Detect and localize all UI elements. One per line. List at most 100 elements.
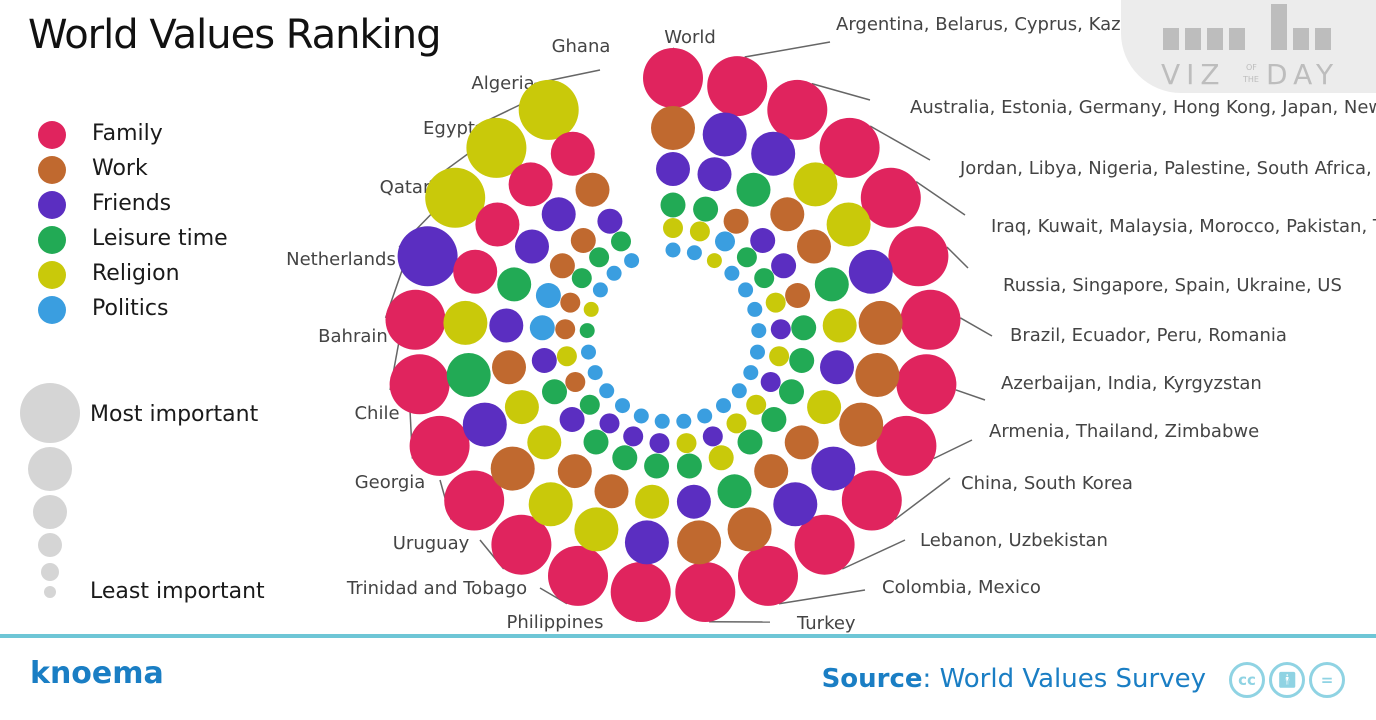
rank-bubble [633, 408, 649, 424]
spoke-group: Georgia [355, 383, 615, 531]
rank-bubble [724, 265, 740, 281]
leader-line [960, 317, 993, 337]
rank-bubble [736, 247, 757, 268]
rank-bubble [579, 323, 595, 339]
rank-bubble [693, 196, 719, 222]
rank-bubble [723, 208, 749, 234]
country-group-label: Egypt [423, 118, 475, 139]
country-group-label: Jordan, Libya, Nigeria, Palestine, South… [959, 158, 1376, 179]
rank-bubble [518, 79, 579, 140]
spoke-group: Netherlands [286, 249, 595, 350]
spoke-group: Russia, Singapore, Spain, Ukraine, US [747, 226, 1342, 317]
spoke-group: Turkey [675, 413, 856, 634]
leader-line [869, 125, 931, 161]
rank-bubble [389, 354, 450, 415]
no-derivatives-icon[interactable]: = [1309, 662, 1345, 698]
rank-bubble [565, 372, 586, 392]
rank-bubble [826, 202, 871, 247]
rank-bubble [535, 283, 561, 308]
rank-bubble [689, 221, 710, 242]
spoke-group: Colombia, Mexico [697, 408, 1041, 606]
rank-bubble [676, 484, 711, 519]
legend-swatch [38, 226, 66, 254]
rank-bubble [446, 353, 491, 397]
rank-bubble [754, 268, 775, 289]
country-group-label: Georgia [355, 472, 426, 493]
legend-label: Leisure time [92, 226, 228, 251]
rank-bubble [707, 56, 768, 117]
rank-bubble [675, 562, 736, 622]
rank-bubble [784, 425, 819, 460]
rank-bubble [811, 446, 856, 491]
viz-of-the-day-watermark: VIZ OF THE DAY [1121, 0, 1376, 93]
rank-bubble [599, 383, 615, 399]
country-group-label: Lebanon, Uzbekistan [920, 530, 1108, 551]
rank-bubble [779, 379, 804, 405]
rank-bubble [761, 407, 787, 432]
country-group-label: World [664, 27, 716, 48]
rank-bubble [644, 453, 670, 479]
spoke-group: Bahrain [318, 326, 596, 415]
rank-bubble [656, 152, 690, 186]
spoke-group: Qatar [380, 177, 599, 317]
rank-bubble [651, 106, 695, 150]
spoke-group: Uruguay [393, 398, 630, 575]
rank-bubble [490, 446, 535, 491]
rank-bubble [550, 131, 595, 176]
rank-bubble [654, 413, 670, 429]
rank-bubble [611, 231, 631, 252]
leader-line [841, 539, 906, 570]
size-label-most: Most important [90, 402, 259, 427]
country-group-label: Philippines [507, 612, 604, 633]
attribution-icon[interactable]: 🚹︎ [1269, 662, 1305, 698]
rank-bubble [453, 249, 498, 294]
legend-swatch [38, 191, 66, 219]
rank-bubble [746, 394, 767, 415]
rank-bubble [708, 445, 734, 471]
rank-bubble [660, 192, 686, 218]
country-group-label: Brazil, Ecuador, Peru, Romania [1010, 325, 1287, 346]
rank-bubble [702, 112, 747, 157]
size-dot-4 [38, 533, 62, 557]
spoke-group: China, South Korea [731, 383, 1133, 531]
rank-bubble [531, 348, 557, 373]
leader-line [744, 41, 831, 58]
rank-bubble [785, 283, 811, 308]
creative-commons-icon[interactable]: cc [1229, 662, 1265, 698]
size-dot-5 [41, 563, 59, 581]
rank-bubble [793, 162, 838, 207]
rank-bubble [888, 226, 949, 287]
rank-bubble [443, 300, 488, 345]
rank-bubble [751, 131, 796, 176]
rank-bubble [610, 562, 671, 622]
size-dot-2 [28, 447, 72, 491]
rank-bubble [624, 520, 669, 565]
rank-bubble [819, 117, 880, 178]
size-dot-6 [44, 586, 56, 598]
rank-bubble [697, 157, 732, 192]
country-group-label: Azerbaijan, India, Kyrgyzstan [1001, 373, 1262, 394]
rank-bubble [717, 474, 752, 509]
rank-bubble [425, 167, 486, 228]
svg-text:DAY: DAY [1266, 58, 1339, 91]
legend-label: Religion [92, 261, 180, 286]
rank-bubble [541, 197, 576, 232]
rank-bubble [556, 346, 577, 367]
rank-bubble [896, 354, 957, 415]
legend-label: Friends [92, 191, 172, 216]
country-group-label: Ghana [552, 36, 611, 57]
rank-bubble [606, 265, 622, 281]
rank-bubble [599, 413, 620, 434]
country-group-label: Chile [354, 403, 399, 424]
rank-bubble [702, 426, 723, 447]
source-text: : World Values Survey [922, 664, 1206, 694]
rank-bubble [791, 315, 817, 341]
rank-bubble [794, 514, 855, 575]
rank-bubble [570, 228, 596, 253]
country-group-label: Trinidad and Tobago [346, 578, 527, 599]
legend-swatch [38, 296, 66, 324]
rank-bubble [504, 390, 539, 425]
leader-line [933, 439, 973, 460]
spoke-group: Trinidad and Tobago [346, 408, 649, 606]
